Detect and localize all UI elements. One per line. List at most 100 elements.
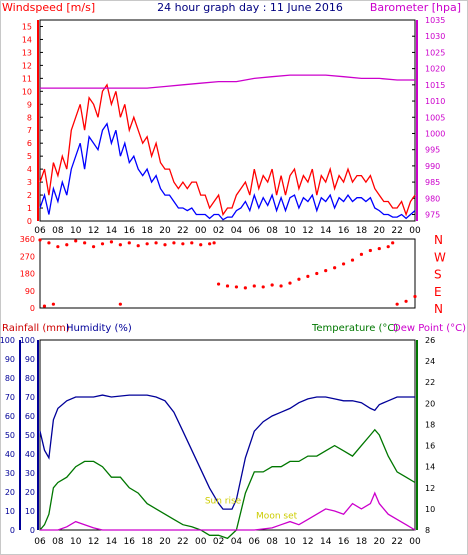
- direction-point: [391, 241, 395, 245]
- y-tick-label-humidity: 60: [25, 412, 35, 421]
- y-tick-label-temperature: 14: [425, 463, 435, 472]
- direction-point: [74, 239, 78, 243]
- y-tick-label-rain: 50: [5, 431, 15, 440]
- y-tick-label-humidity: 80: [25, 374, 35, 383]
- x-tick-label-top: 14: [320, 226, 332, 236]
- y-tick-label-rain: 40: [5, 450, 15, 459]
- panel-2-plot-area: [39, 238, 416, 309]
- x-tick-label-bottom: 12: [302, 537, 313, 547]
- x-tick-label-top: 06: [249, 226, 261, 236]
- x-tick-label-bottom: 00: [195, 537, 207, 547]
- direction-point: [163, 243, 167, 247]
- y-tick-label-humidity: 10: [25, 507, 35, 516]
- x-tick-label-bottom: 06: [249, 537, 261, 547]
- x-tick-label-top: 18: [356, 226, 368, 236]
- y-tick-label-direction: 180: [20, 270, 35, 279]
- direction-point: [118, 243, 122, 247]
- direction-point: [42, 304, 47, 308]
- direction-point: [404, 299, 408, 303]
- direction-point: [83, 241, 87, 245]
- y-tick-label-humidity: 50: [25, 431, 35, 440]
- temperature-axis-label: Temperature (°C): [311, 323, 398, 334]
- y-tick-label-rain: 60: [5, 412, 15, 421]
- y-tick-label-baro: 975: [425, 211, 440, 220]
- series-line-dew-point: [40, 491, 416, 531]
- x-tick-label-top: 12: [88, 226, 99, 236]
- x-tick-label-top: 22: [177, 226, 188, 236]
- direction-point: [136, 244, 140, 248]
- y-tick-label-direction: 360: [20, 235, 35, 244]
- direction-point: [38, 238, 42, 242]
- y-tick-label-rain: 90: [5, 355, 15, 364]
- x-tick-label-bottom: 08: [52, 537, 64, 547]
- y-tick-label-wind: 6: [27, 139, 32, 148]
- direction-point: [56, 245, 60, 249]
- direction-point: [252, 284, 256, 288]
- direction-point: [395, 302, 399, 306]
- x-tick-label-top: 22: [391, 226, 402, 236]
- y-tick-label-humidity: 30: [25, 469, 35, 478]
- x-tick-label-bottom: 04: [231, 537, 243, 547]
- y-tick-label-baro: 985: [425, 178, 440, 187]
- compass-label: N: [434, 233, 443, 247]
- direction-point: [270, 283, 274, 287]
- x-tick-label-bottom: 12: [88, 537, 99, 547]
- direction-point: [315, 271, 319, 276]
- y-tick-label-wind: 11: [22, 74, 32, 83]
- x-tick-label-bottom: 20: [159, 537, 171, 547]
- y-tick-label-temperature: 18: [425, 420, 435, 429]
- direction-point: [65, 243, 69, 247]
- x-tick-label-bottom: 00: [409, 537, 421, 547]
- direction-point: [333, 266, 337, 270]
- y-tick-label-baro: 1025: [425, 48, 445, 57]
- series-line-average: [39, 122, 416, 221]
- y-tick-label-baro: 1000: [425, 129, 445, 138]
- chart-title: 24 hour graph day : 11 June 2016: [157, 1, 343, 14]
- y-tick-label-baro: 1030: [425, 32, 445, 41]
- x-tick-label-top: 20: [159, 226, 171, 236]
- humidity-axis-label: Humidity (%): [66, 323, 132, 334]
- x-tick-label-bottom: 18: [141, 537, 153, 547]
- y-tick-label-temperature: 12: [425, 484, 435, 493]
- y-tick-label-temperature: 8: [425, 526, 430, 535]
- y-tick-label-humidity: 20: [25, 488, 35, 497]
- direction-point: [100, 242, 105, 246]
- x-tick-label-top: 04: [231, 226, 243, 236]
- direction-point: [109, 240, 114, 244]
- y-tick-label-baro: 1020: [425, 65, 445, 74]
- y-tick-label-temperature: 16: [425, 442, 435, 451]
- x-tick-label-top: 00: [195, 226, 207, 236]
- x-tick-label-bottom: 14: [106, 537, 118, 547]
- direction-point: [377, 246, 381, 251]
- compass-label: W: [434, 250, 446, 264]
- y-tick-label-rain: 10: [5, 507, 15, 516]
- direction-point: [261, 285, 265, 289]
- y-tick-label-temperature: 26: [425, 336, 435, 345]
- direction-point: [216, 282, 221, 286]
- x-tick-label-bottom: 16: [124, 537, 136, 547]
- x-tick-label-bottom: 22: [391, 537, 402, 547]
- y-tick-label-temperature: 20: [425, 399, 435, 408]
- x-tick-label-bottom: 02: [213, 537, 224, 547]
- x-tick-label-top: 20: [374, 226, 386, 236]
- series-line-humidity: [39, 394, 415, 510]
- y-tick-label-rain: 0: [10, 526, 15, 535]
- y-tick-label-humidity: 90: [25, 355, 35, 364]
- direction-point: [51, 302, 55, 306]
- x-tick-label-top: 10: [284, 226, 296, 236]
- direction-point: [234, 285, 239, 289]
- y-tick-label-rain: 80: [5, 374, 15, 383]
- direction-point: [190, 241, 194, 245]
- y-tick-label-humidity: 100: [20, 336, 35, 345]
- y-tick-label-rain: 70: [5, 393, 15, 402]
- x-tick-label-bottom: 14: [320, 537, 332, 547]
- x-tick-label-bottom: 20: [374, 537, 386, 547]
- y-tick-label-direction: 270: [20, 252, 35, 261]
- x-tick-label-top: 00: [409, 226, 421, 236]
- x-tick-label-bottom: 10: [70, 537, 82, 547]
- compass-label: S: [434, 268, 442, 282]
- direction-point: [118, 302, 122, 306]
- y-tick-label-wind: 13: [22, 48, 32, 57]
- series-line-barometer: [40, 74, 415, 89]
